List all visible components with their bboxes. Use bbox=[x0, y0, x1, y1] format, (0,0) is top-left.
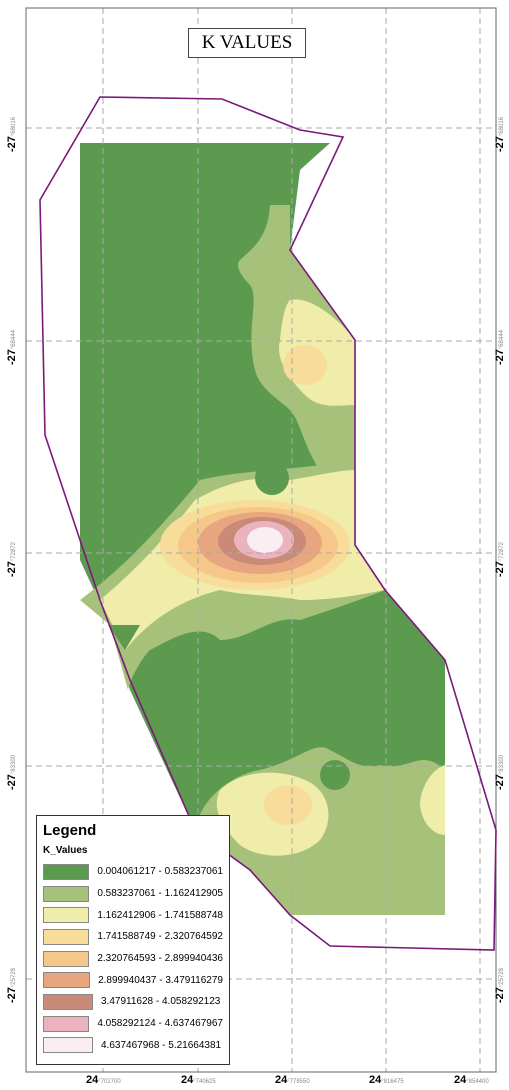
zone-class-4 bbox=[283, 345, 327, 385]
legend-item: 1.741588749 - 2.320764592 bbox=[43, 926, 223, 948]
legend-item: 4.058292124 - 4.637467967 bbox=[43, 1013, 223, 1035]
legend-label: 2.899940437 - 3.479116279 bbox=[98, 974, 223, 986]
legend-classes: 0.004061217 - 0.583237061 0.583237061 - 1… bbox=[43, 861, 223, 1056]
legend-label: 0.004061217 - 0.583237061 bbox=[97, 866, 223, 878]
legend-label: 1.741588749 - 2.320764592 bbox=[97, 931, 223, 943]
right-tick: -27°68016 bbox=[494, 117, 506, 152]
k-values-raster bbox=[80, 143, 445, 915]
left-tick: -27°25728 bbox=[6, 968, 18, 1003]
legend-label: 4.637467968 - 5.21664381 bbox=[101, 1039, 222, 1051]
left-tick: -27°68016 bbox=[6, 117, 18, 152]
legend-panel: Legend K_Values 0.004061217 - 0.58323706… bbox=[36, 815, 230, 1065]
legend-swatch bbox=[43, 1015, 90, 1032]
graticule bbox=[26, 8, 496, 1072]
legend-title: Legend bbox=[43, 822, 97, 839]
legend-item: 4.637467968 - 5.21664381 bbox=[43, 1035, 223, 1057]
zone-class-1 bbox=[108, 625, 140, 650]
legend-swatch bbox=[43, 972, 91, 989]
legend-label: 1.162412906 - 1.741588748 bbox=[97, 909, 223, 921]
legend-swatch bbox=[43, 885, 90, 902]
legend-swatch bbox=[43, 863, 90, 880]
legend-swatch bbox=[43, 907, 90, 924]
zone-class-4 bbox=[264, 785, 312, 825]
legend-swatch bbox=[43, 928, 90, 945]
legend-item: 0.583237061 - 1.162412905 bbox=[43, 883, 223, 905]
legend-item: 2.899940437 - 3.479116279 bbox=[43, 969, 223, 991]
legend-label: 2.320764593 - 2.899940436 bbox=[97, 953, 223, 965]
legend-label: 4.058292124 - 4.637467967 bbox=[97, 1018, 223, 1030]
legend-label: 3.47911628 - 4.058292123 bbox=[101, 996, 221, 1008]
study-area-boundary bbox=[39, 96, 497, 951]
legend-item: 3.47911628 - 4.058292123 bbox=[43, 991, 223, 1013]
zone-class-1 bbox=[320, 760, 350, 790]
left-tick: -27°68444 bbox=[6, 330, 18, 365]
map-title: K VALUES bbox=[188, 28, 306, 58]
left-tick: -27°72872 bbox=[6, 542, 18, 577]
legend-item: 0.004061217 - 0.583237061 bbox=[43, 861, 223, 883]
legend-label: 0.583237061 - 1.162412905 bbox=[97, 888, 223, 900]
zone-class-3 bbox=[420, 765, 445, 835]
right-tick: -27°68444 bbox=[494, 330, 506, 365]
legend-swatch bbox=[43, 950, 90, 967]
bottom-tick: 24°740625 bbox=[181, 1074, 216, 1086]
zone-class-1 bbox=[255, 461, 289, 495]
bottom-tick: 24°854400 bbox=[454, 1074, 489, 1086]
map-frame bbox=[25, 7, 497, 1073]
left-tick: -27°83300 bbox=[6, 755, 18, 790]
right-tick: -27°83300 bbox=[494, 755, 506, 790]
bottom-tick: 24°816475 bbox=[369, 1074, 404, 1086]
right-tick: -27°25728 bbox=[494, 968, 506, 1003]
bottom-tick: 24°702700 bbox=[86, 1074, 121, 1086]
legend-swatch bbox=[43, 1037, 93, 1054]
bottom-tick: 24°778550 bbox=[275, 1074, 310, 1086]
zone-class-9 bbox=[247, 527, 283, 553]
legend-item: 1.162412906 - 1.741588748 bbox=[43, 904, 223, 926]
zone-class-1 bbox=[146, 412, 158, 424]
legend-swatch bbox=[43, 993, 93, 1010]
legend-item: 2.320764593 - 2.899940436 bbox=[43, 948, 223, 970]
legend-layer-name: K_Values bbox=[43, 845, 88, 856]
right-tick: -27°72872 bbox=[494, 542, 506, 577]
